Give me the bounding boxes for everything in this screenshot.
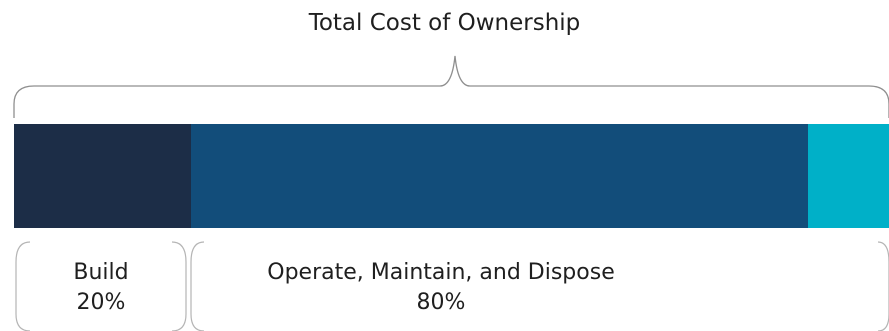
- build-label-percent: 20%: [76, 290, 126, 315]
- top-brace: [13, 55, 889, 118]
- bar-segment-operate: [191, 124, 808, 228]
- build-label: Build 20%: [16, 258, 186, 318]
- operate-label-percent: 80%: [416, 290, 466, 315]
- bar-segment-dispose: [808, 124, 889, 228]
- operate-label-name: Operate, Maintain, and Dispose: [267, 260, 615, 285]
- diagram-title: Total Cost of Ownership: [308, 10, 581, 36]
- build-label-name: Build: [73, 260, 129, 285]
- bar-segment-build: [14, 124, 191, 228]
- build-bracket: [15, 241, 187, 331]
- operate-label: Operate, Maintain, and Dispose 80%: [191, 258, 691, 318]
- operate-bracket: [190, 241, 889, 331]
